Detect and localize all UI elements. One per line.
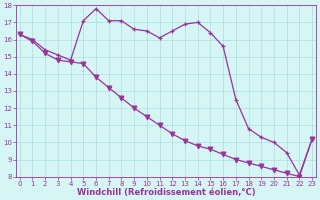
X-axis label: Windchill (Refroidissement éolien,°C): Windchill (Refroidissement éolien,°C) — [76, 188, 255, 197]
